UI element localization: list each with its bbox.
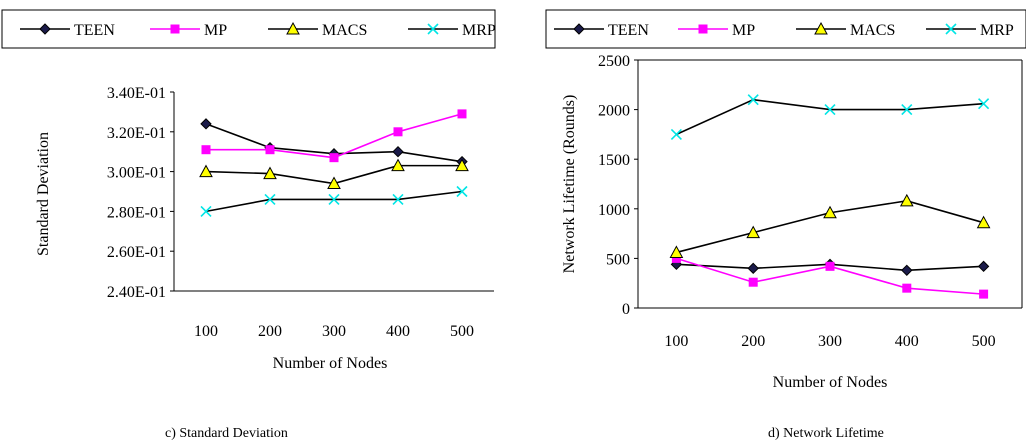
- y-axis-label: Standard Deviation: [35, 132, 52, 256]
- data-point: [671, 129, 681, 139]
- y-tick-label: 1500: [598, 152, 630, 169]
- series-line: [206, 192, 462, 212]
- legend-marker: [699, 25, 707, 33]
- legend-label: TEEN: [608, 22, 649, 39]
- legend-marker: [171, 25, 179, 33]
- x-tick-label: 200: [741, 333, 765, 350]
- data-point: [458, 110, 466, 118]
- network-lifetime-chart-svg: TEEN MP MACS MRP 0 500 1000 1500 2000 2500 100 200 3…: [512, 0, 1026, 448]
- x-tick-label: 400: [386, 323, 410, 340]
- y-tick-label: 3.00E-01: [107, 165, 166, 182]
- standard-deviation-chart-svg: TEEN MP MACS MRP 2.40E-01 2.60E-01 2.80E-01 3.0…: [0, 0, 510, 448]
- y-tick-label: 0: [622, 301, 630, 318]
- x-tick-label: 100: [664, 333, 688, 350]
- legend: TEEN MP MACS MRP: [2, 10, 496, 48]
- series-mrp: [201, 187, 467, 217]
- data-point: [902, 265, 912, 275]
- x-tick-label: 400: [895, 333, 919, 350]
- data-point: [979, 261, 989, 271]
- y-tick-label: 3.20E-01: [107, 125, 166, 142]
- legend-label: MACS: [322, 22, 367, 39]
- legend-label: MRP: [980, 22, 1014, 39]
- legend-label: MACS: [850, 22, 895, 39]
- x-tick-label: 200: [258, 323, 282, 340]
- data-point: [202, 146, 210, 154]
- x-axis-label: Number of Nodes: [773, 374, 888, 391]
- data-point: [393, 147, 403, 157]
- x-tick-label: 300: [322, 323, 346, 340]
- data-point: [903, 284, 911, 292]
- series-mp: [202, 110, 466, 162]
- chart-standard-deviation: TEEN MP MACS MRP 2.40E-01 2.60E-01 2.80E-01 3.0…: [0, 0, 510, 448]
- data-point: [266, 146, 274, 154]
- data-point: [980, 290, 988, 298]
- y-tick-label: 2.80E-01: [107, 204, 166, 221]
- data-point: [901, 195, 913, 206]
- chart-network-lifetime: TEEN MP MACS MRP 0 500 1000 1500 2000 2500 100 200 3…: [512, 0, 1026, 448]
- y-tick-label: 2000: [598, 103, 630, 120]
- y-tick-label: 2.40E-01: [107, 284, 166, 301]
- y-tick-label: 2.60E-01: [107, 244, 166, 261]
- data-point: [330, 154, 338, 162]
- x-tick-label: 500: [450, 323, 474, 340]
- series-macs: [200, 160, 468, 189]
- x-tick-label: 500: [972, 333, 996, 350]
- data-point: [748, 263, 758, 273]
- chart-caption: c) Standard Deviation: [165, 426, 288, 442]
- x-tick-label: 300: [818, 333, 842, 350]
- data-point: [749, 278, 757, 286]
- y-axis-label: Network Lifetime (Rounds): [561, 95, 578, 274]
- legend: TEEN MP MACS MRP: [546, 10, 1026, 48]
- y-tick-label: 500: [606, 251, 630, 268]
- y-tick-label: 2500: [598, 53, 630, 70]
- series-macs: [670, 195, 989, 258]
- y-tick-label: 3.40E-01: [107, 85, 166, 102]
- series-mrp: [671, 95, 988, 140]
- x-tick-label: 100: [194, 323, 218, 340]
- y-tick-label: 1000: [598, 202, 630, 219]
- series-line: [676, 100, 983, 135]
- legend-label: MRP: [462, 22, 496, 39]
- data-point: [826, 262, 834, 270]
- x-axis-label: Number of Nodes: [273, 355, 388, 372]
- data-point: [201, 119, 211, 129]
- legend-label: MP: [204, 22, 227, 39]
- legend-label: TEEN: [74, 22, 115, 39]
- chart-caption: d) Network Lifetime: [768, 426, 884, 442]
- legend-label: MP: [732, 22, 755, 39]
- data-point: [394, 128, 402, 136]
